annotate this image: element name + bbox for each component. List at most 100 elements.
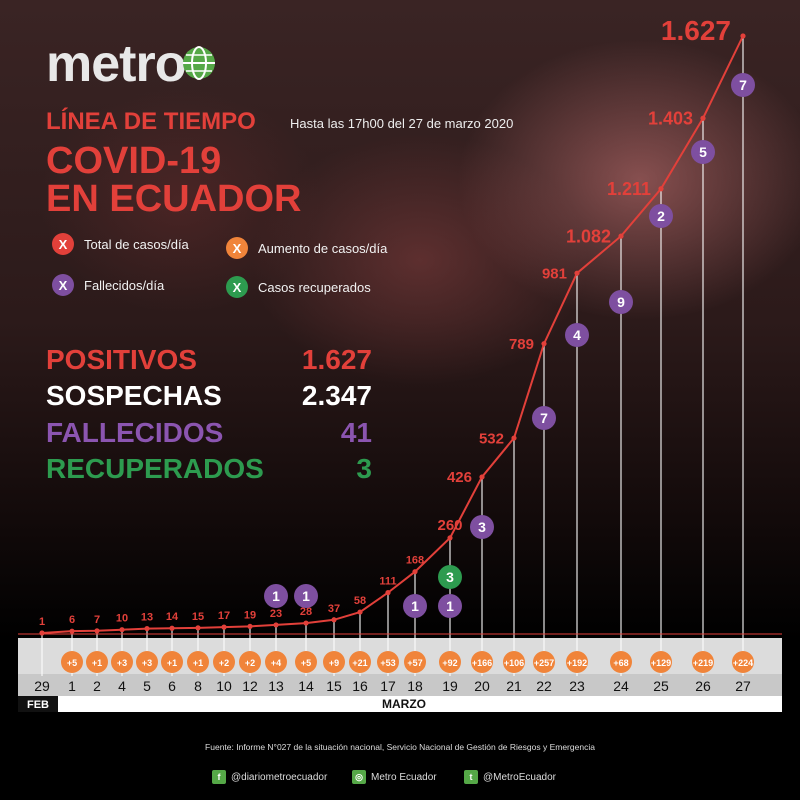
deaths-badge <box>609 290 633 314</box>
increase-badge <box>404 651 426 673</box>
twitter-icon: t <box>464 770 478 784</box>
increase-badge-label: +2 <box>245 658 255 668</box>
increase-badge <box>111 651 133 673</box>
total-cases-label: 19 <box>244 609 256 621</box>
total-cases-point <box>700 115 706 121</box>
legend-increase: X Aumento de casos/día <box>226 237 387 259</box>
updated-note: Hasta las 17h00 del 27 de marzo 2020 <box>290 116 514 131</box>
total-cases-label: 14 <box>166 611 179 623</box>
stat-positivos-label: POSITIVOS <box>46 344 197 375</box>
legend-recovered: X Casos recuperados <box>226 276 371 298</box>
deaths-badge <box>649 204 673 228</box>
total-cases-label: 260 <box>437 517 462 534</box>
deaths-badge <box>691 140 715 164</box>
deaths-badge <box>470 515 494 539</box>
stat-sospechas-value: 2.347 <box>301 380 372 411</box>
stat-sospechas: SOSPECHAS 2.347 <box>46 382 372 410</box>
total-cases-point <box>39 630 45 636</box>
total-cases-label: 58 <box>354 595 366 607</box>
feb-band <box>18 696 58 712</box>
increase-badge-label: +53 <box>380 658 395 668</box>
increase-badge-label: +68 <box>613 658 628 668</box>
increase-badge <box>439 651 461 673</box>
total-cases-label: 23 <box>270 608 282 620</box>
increase-badge <box>566 651 588 673</box>
legend-deaths-marker: X <box>52 274 74 296</box>
social-twitter-label: @MetroEcuador <box>483 771 556 783</box>
increase-badge <box>239 651 261 673</box>
total-cases-point <box>119 627 125 633</box>
total-cases-label: 532 <box>479 430 504 447</box>
increase-badge-label: +3 <box>117 658 127 668</box>
increase-badge-label: +166 <box>472 658 492 668</box>
total-cases-label: 111 <box>379 576 396 588</box>
total-cases-label: 1 <box>39 616 45 628</box>
day-label: 16 <box>352 678 368 694</box>
total-cases-point <box>618 233 624 239</box>
total-cases-label: 981 <box>542 265 567 282</box>
total-cases-label: 1.403 <box>648 109 693 129</box>
deaths-badge <box>532 406 556 430</box>
total-cases-point <box>511 435 517 441</box>
day-label: 15 <box>326 678 342 694</box>
deaths-badge-label: 1 <box>302 588 310 604</box>
increase-badge-label: +224 <box>733 658 753 668</box>
deaths-badge-label: 1 <box>272 588 280 604</box>
deaths-badge-label: 2 <box>657 208 665 224</box>
social-instagram[interactable]: ◎ Metro Ecuador <box>352 770 437 784</box>
legend-increase-label: Aumento de casos/día <box>258 240 388 256</box>
total-cases-point <box>331 617 337 623</box>
increase-badge-label: +192 <box>567 658 587 668</box>
increase-badge <box>471 651 493 673</box>
day-label: 4 <box>118 678 126 694</box>
day-label: 2 <box>93 678 101 694</box>
day-label: 26 <box>695 678 711 694</box>
total-cases-point <box>144 625 150 632</box>
day-label: 19 <box>442 678 458 694</box>
increase-badge <box>323 651 345 673</box>
total-cases-label: 1.211 <box>607 179 651 199</box>
day-label: 29 <box>34 678 50 694</box>
day-label: 1 <box>68 678 76 694</box>
day-label: 5 <box>143 678 151 694</box>
day-label: 23 <box>569 678 585 694</box>
stat-positivos: POSITIVOS 1.627 <box>46 346 372 374</box>
total-cases-point <box>221 624 227 630</box>
increase-badge <box>732 651 754 673</box>
total-cases-label: 15 <box>192 611 204 623</box>
increase-badge <box>136 651 158 673</box>
deaths-badge <box>565 323 589 347</box>
day-label: 24 <box>613 678 629 694</box>
increase-badge-label: +2 <box>219 658 229 668</box>
legend-total-marker: X <box>52 233 74 255</box>
increase-badge-label: +219 <box>693 658 713 668</box>
date-band <box>18 674 782 696</box>
stat-fallecidos: FALLECIDOS 41 <box>46 419 372 447</box>
increase-badge <box>265 651 287 673</box>
increase-badge <box>650 651 672 673</box>
total-cases-label: 13 <box>141 612 153 624</box>
total-cases-point <box>412 569 418 575</box>
total-cases-point <box>247 623 253 629</box>
deaths-badge-label: 4 <box>573 327 581 343</box>
total-cases-label: 28 <box>300 606 312 618</box>
stat-positivos-value: 1.627 <box>301 344 372 375</box>
total-cases-label: 37 <box>328 603 340 615</box>
increase-badge <box>161 651 183 673</box>
total-cases-label: 6 <box>69 614 75 626</box>
total-cases-point <box>273 622 279 628</box>
total-cases-label: 168 <box>406 555 424 567</box>
legend-deaths-label: Fallecidos/día <box>84 277 165 293</box>
stat-fallecidos-label: FALLECIDOS <box>46 417 224 448</box>
increase-badge-label: +257 <box>534 658 554 668</box>
social-facebook[interactable]: f @diariometroecuador <box>212 770 327 784</box>
day-label: 18 <box>407 678 423 694</box>
social-twitter[interactable]: t @MetroEcuador <box>464 770 556 784</box>
increase-badge <box>187 651 209 673</box>
day-label: 6 <box>168 678 176 694</box>
total-cases-point <box>169 625 175 631</box>
increase-badge-label: +5 <box>301 658 311 668</box>
deaths-badge-label: 5 <box>699 144 707 160</box>
